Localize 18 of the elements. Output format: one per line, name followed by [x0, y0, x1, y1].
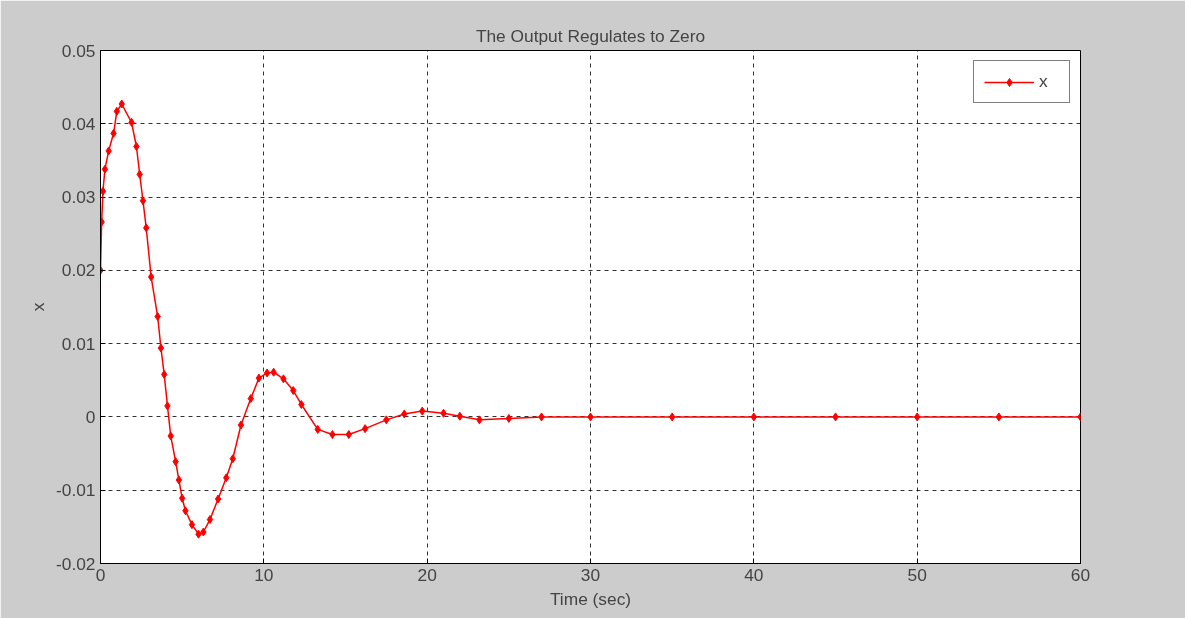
- chart-title: The Output Regulates to Zero: [475, 25, 706, 46]
- y-tick-label: -0.01: [56, 480, 96, 501]
- y-tick-label: 0.01: [61, 333, 96, 354]
- legend-label: x: [1039, 71, 1049, 92]
- x-tick-label: 50: [907, 564, 927, 585]
- x-tick-label: 60: [1070, 564, 1091, 585]
- x-axis-title: Time (sec): [549, 588, 632, 609]
- x-tick-label: 40: [744, 564, 764, 585]
- x-tick-label: 20: [417, 564, 437, 585]
- x-tick-label: 30: [580, 564, 601, 585]
- x-tick-label: 10: [254, 564, 274, 585]
- y-axis-title: x: [28, 302, 48, 312]
- y-tick-label: 0: [85, 406, 96, 427]
- y-tick-label: -0.02: [56, 553, 96, 574]
- y-tick-label: 0.05: [61, 40, 96, 61]
- y-tick-label: 0.04: [61, 113, 96, 134]
- y-tick-label: 0.02: [61, 260, 96, 281]
- y-tick-label: 0.03: [61, 187, 96, 208]
